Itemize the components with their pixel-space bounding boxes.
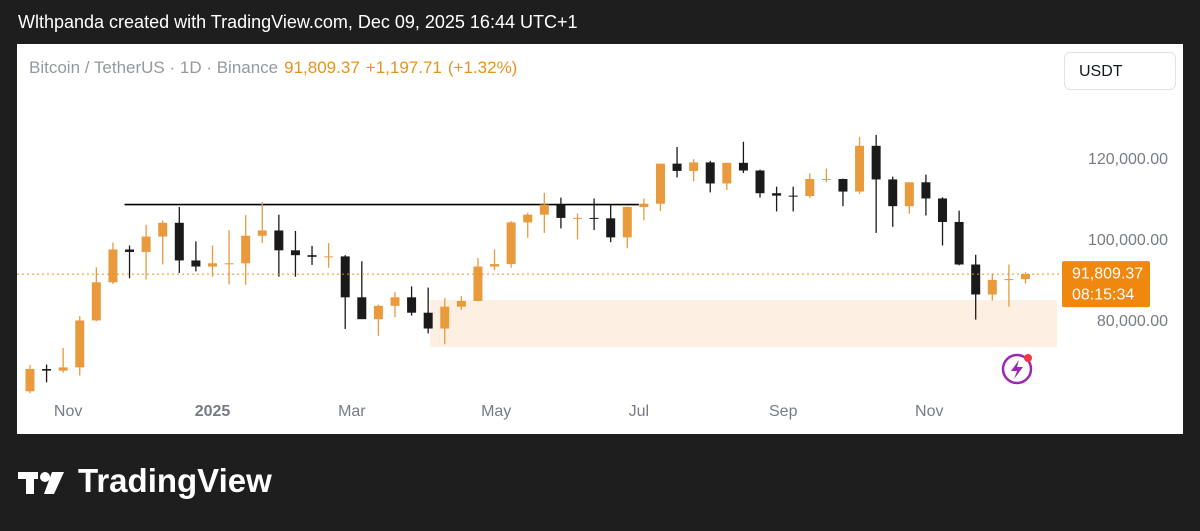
candle-body: [473, 266, 483, 301]
candle-body: [1004, 279, 1014, 281]
candle-body: [871, 145, 881, 180]
candle-body: [921, 182, 931, 199]
legend-change: +1,197.71: [365, 58, 442, 77]
candle-body: [689, 162, 699, 171]
candle-body: [622, 206, 632, 238]
candle-body: [390, 297, 400, 306]
y-tick-label: 100,000.00: [1088, 232, 1168, 249]
price-label-box: [1062, 261, 1150, 308]
candle-body: [257, 230, 267, 236]
candle-body: [357, 297, 367, 320]
candle-body: [241, 235, 251, 264]
candle-body: [125, 249, 135, 252]
candle-body: [556, 204, 566, 218]
symbol: Bitcoin / TetherUS · 1D · Binance: [29, 58, 279, 77]
y-tick-label: 80,000.00: [1097, 313, 1168, 330]
price-label: 91,809.37: [1072, 265, 1143, 282]
candle-body: [573, 217, 583, 219]
candle-body: [938, 198, 948, 222]
lightning-icon[interactable]: [1001, 353, 1033, 385]
candle-body: [855, 145, 865, 192]
candle-body: [108, 249, 118, 283]
candle-body: [224, 263, 234, 265]
x-tick-label: Nov: [54, 403, 82, 420]
candle-body: [606, 218, 616, 238]
candle-body: [58, 367, 68, 371]
candle-body: [904, 182, 914, 207]
x-tick-label: 2025: [195, 403, 231, 420]
header-text: Wlthpanda created with TradingView.com, …: [18, 12, 578, 32]
candle-body: [672, 163, 682, 171]
candle-body: [75, 320, 85, 368]
candle-body: [539, 204, 549, 215]
candle-body: [971, 264, 981, 295]
candle-body: [423, 312, 433, 329]
x-tick-label: May: [481, 403, 511, 420]
currency-button[interactable]: USDT: [1064, 52, 1176, 90]
x-tick-label: Sep: [769, 403, 798, 420]
candle-body: [290, 250, 300, 256]
candle-body: [821, 179, 831, 181]
candle-body: [772, 193, 782, 196]
support-zone: [429, 300, 1057, 348]
legend: Bitcoin / TetherUS · 1D · Binance 91,809.…: [29, 58, 517, 78]
candle-body: [523, 214, 533, 223]
candle-body: [755, 170, 765, 194]
candle-body: [838, 179, 848, 192]
candle-body: [456, 300, 466, 307]
candle-body: [954, 221, 964, 265]
candle-body: [987, 279, 997, 295]
candle-body: [141, 236, 151, 252]
logo-icon: [18, 472, 64, 494]
countdown-label: 08:15:34: [1072, 286, 1134, 303]
candle-body: [324, 256, 334, 258]
candle-body: [407, 297, 417, 313]
plot: [25, 134, 1057, 394]
candle-body: [506, 222, 516, 265]
candle-body: [207, 263, 217, 267]
candle-body: [191, 260, 201, 267]
candle-body: [639, 203, 649, 207]
footer-logo: TradingView: [18, 462, 272, 500]
candle-body: [174, 222, 184, 261]
logo-text: TradingView: [78, 462, 272, 499]
candle-body: [340, 256, 350, 298]
chart-panel: [17, 44, 1183, 434]
candle-body: [490, 264, 500, 267]
candle-body: [91, 282, 101, 321]
legend-change-pct: (+1.32%): [447, 58, 518, 77]
candle-body: [738, 162, 748, 171]
x-tick-label: Mar: [338, 403, 366, 420]
candle-body: [25, 369, 35, 392]
candle-body: [788, 195, 798, 197]
legend-price: 91,809.37: [284, 58, 360, 77]
candle-body: [722, 162, 732, 184]
candle-body: [307, 255, 317, 257]
candle-body: [888, 179, 898, 207]
candle-body: [1020, 274, 1030, 280]
candle-body: [655, 163, 665, 204]
candle-body: [705, 162, 715, 184]
candle-body: [805, 179, 815, 197]
candle-body: [440, 306, 450, 329]
x-tick-label: Nov: [915, 403, 943, 420]
candle-body: [42, 369, 52, 371]
candle-body: [274, 230, 284, 251]
x-tick-label: Jul: [629, 403, 649, 420]
candle-body: [158, 222, 168, 237]
candle-body: [589, 217, 599, 219]
y-tick-label: 120,000.00: [1088, 151, 1168, 168]
candle-body: [373, 305, 383, 320]
